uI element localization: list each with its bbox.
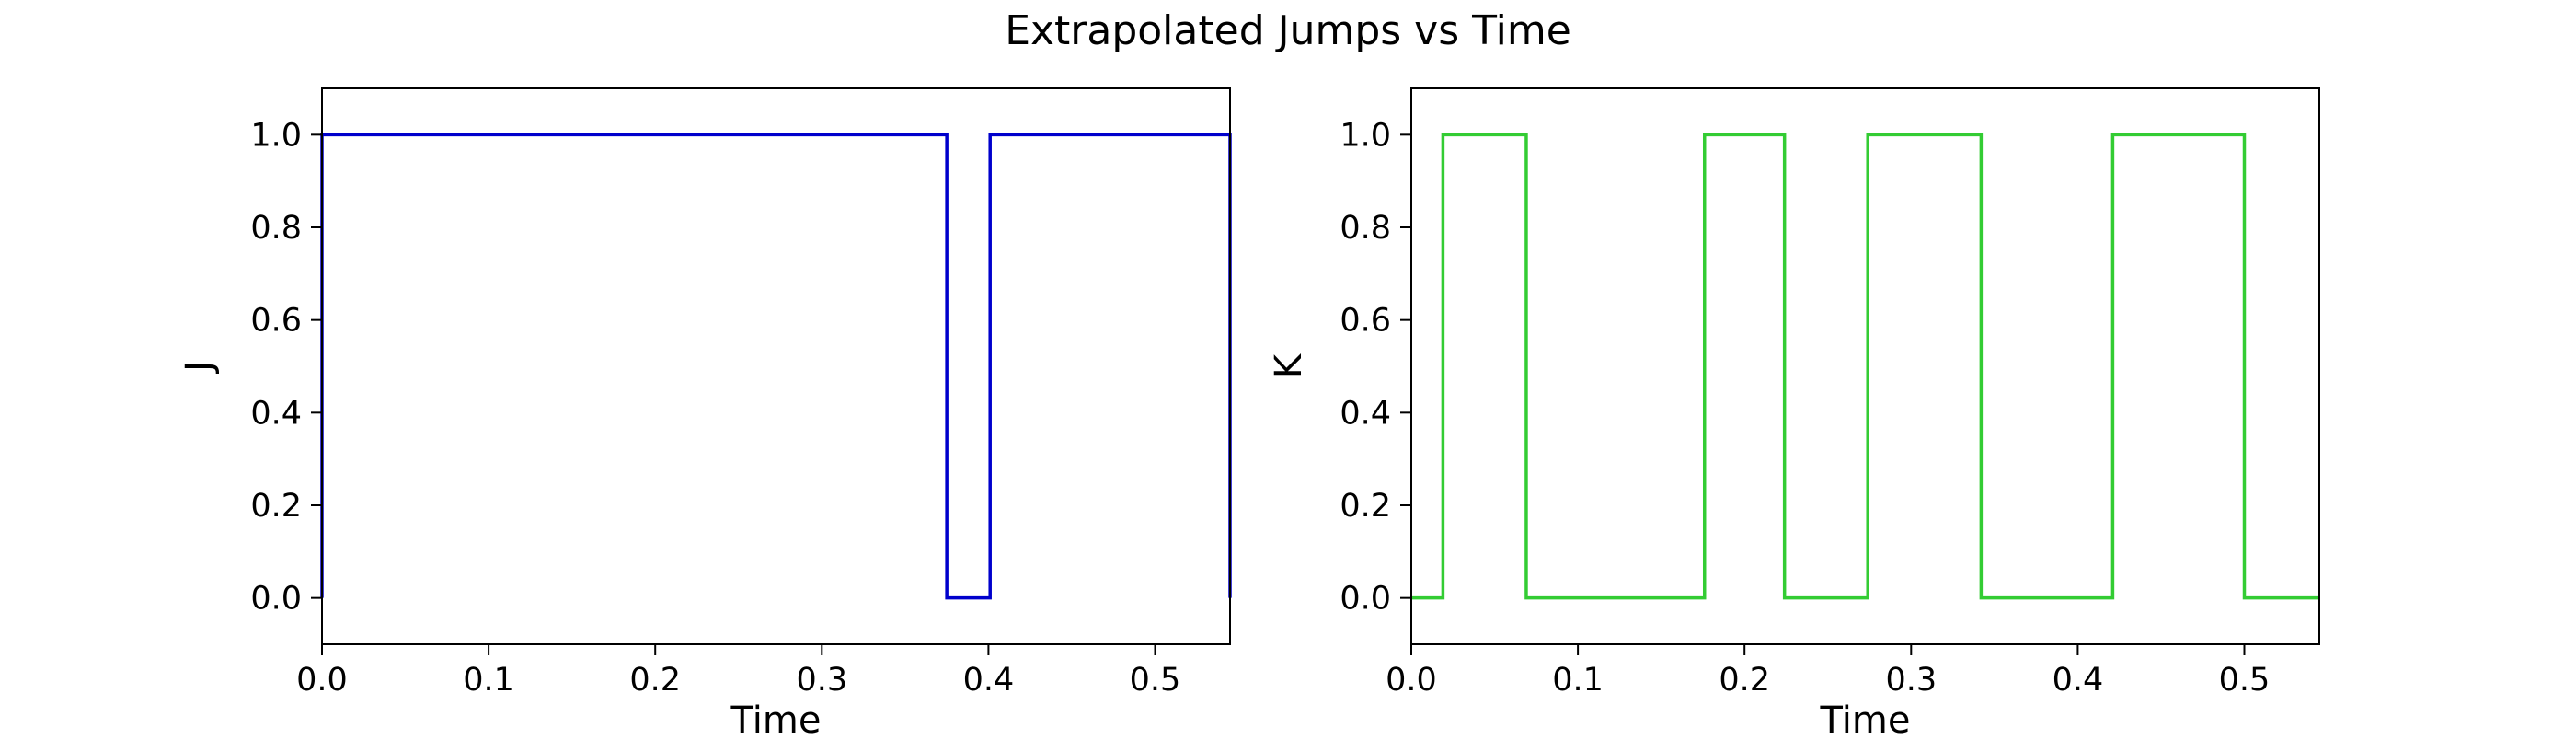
y-tick-label: 0.0 bbox=[1340, 581, 1391, 618]
x-tick-label: 0.4 bbox=[2053, 662, 2104, 699]
x-tick-label: 0.1 bbox=[463, 662, 514, 699]
x-tick-label: 0.3 bbox=[1885, 662, 1937, 699]
subplot-k: 0.0 0.1 0.2 0.3 0.4 0.5 0.0 0.2 0.4 0.6 0.8 1.0 Time… bbox=[1268, 87, 2320, 740]
x-tick-label: 0.2 bbox=[1719, 662, 1770, 699]
y-tick-label: 0.0 bbox=[250, 581, 302, 618]
x-tick-label: 0.0 bbox=[1386, 662, 1437, 699]
y-tick-label: 0.4 bbox=[1340, 395, 1391, 432]
y-tick-label: 0.8 bbox=[250, 210, 302, 247]
x-tick-label: 0.5 bbox=[2219, 662, 2271, 699]
y-tick-label: 0.8 bbox=[1340, 210, 1391, 247]
series-line bbox=[320, 133, 1232, 600]
y-tick-label: 0.6 bbox=[250, 303, 302, 340]
figure-title: Extrapolated Jumps vs Time bbox=[1005, 7, 1571, 54]
y-tick-label: 0.2 bbox=[1340, 488, 1391, 525]
series-line bbox=[1411, 133, 2319, 600]
y-tick-label: 0.6 bbox=[1340, 303, 1391, 340]
axes-frame bbox=[321, 87, 1231, 645]
x-axis-label: Time bbox=[730, 700, 822, 736]
subplot-j: 0.0 0.1 0.2 0.3 0.4 0.5 0.0 0.2 0.4 0.6 0.8 1.0 Time… bbox=[178, 87, 1232, 740]
y-axis-label: J bbox=[178, 361, 221, 375]
x-tick-label: 0.3 bbox=[796, 662, 847, 699]
x-tick-label: 0.0 bbox=[296, 662, 348, 699]
y-axis-label: K bbox=[1268, 353, 1310, 378]
x-tick-label: 0.5 bbox=[1130, 662, 1181, 699]
axes-frame bbox=[1410, 87, 2320, 645]
y-tick-label: 0.2 bbox=[250, 488, 302, 525]
x-tick-label: 0.4 bbox=[963, 662, 1015, 699]
y-tick-label: 0.4 bbox=[250, 395, 302, 432]
y-tick-label: 1.0 bbox=[250, 117, 302, 154]
x-tick-label: 0.2 bbox=[629, 662, 681, 699]
x-axis-label: Time bbox=[1820, 700, 1911, 736]
y-tick-label: 1.0 bbox=[1340, 117, 1391, 154]
x-tick-label: 0.1 bbox=[1552, 662, 1604, 699]
